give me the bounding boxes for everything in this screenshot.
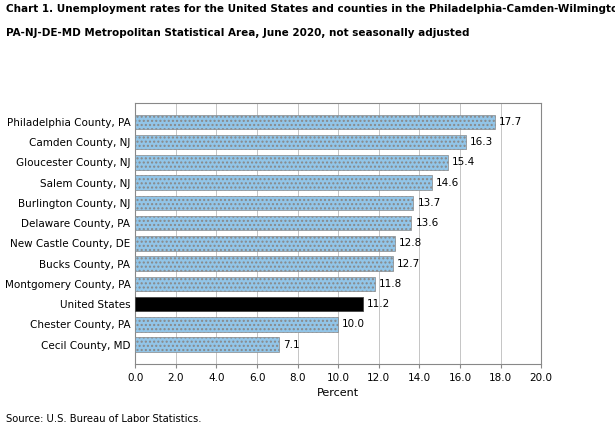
Bar xyxy=(135,196,413,210)
Text: Source: U.S. Bureau of Labor Statistics.: Source: U.S. Bureau of Labor Statistics. xyxy=(6,414,202,424)
Text: 12.7: 12.7 xyxy=(397,259,421,269)
Bar xyxy=(135,337,279,352)
Bar xyxy=(135,115,494,129)
Bar xyxy=(135,155,448,169)
Bar xyxy=(135,135,466,149)
Text: 13.6: 13.6 xyxy=(415,218,438,228)
Bar xyxy=(135,276,375,291)
Bar xyxy=(135,256,393,271)
Text: 16.3: 16.3 xyxy=(470,137,493,147)
Bar xyxy=(135,297,363,312)
Bar xyxy=(135,216,411,230)
X-axis label: Percent: Percent xyxy=(317,388,359,398)
Text: 17.7: 17.7 xyxy=(499,117,522,127)
Text: 14.6: 14.6 xyxy=(435,178,459,187)
Text: 13.7: 13.7 xyxy=(418,198,441,208)
Text: PA-NJ-DE-MD Metropolitan Statistical Area, June 2020, not seasonally adjusted: PA-NJ-DE-MD Metropolitan Statistical Are… xyxy=(6,28,470,38)
Text: 11.2: 11.2 xyxy=(367,299,390,309)
Bar xyxy=(135,317,338,332)
Bar xyxy=(135,236,395,251)
Text: Chart 1. Unemployment rates for the United States and counties in the Philadelph: Chart 1. Unemployment rates for the Unit… xyxy=(6,4,615,14)
Text: 11.8: 11.8 xyxy=(379,279,402,289)
Text: 12.8: 12.8 xyxy=(399,238,423,248)
Text: 10.0: 10.0 xyxy=(343,319,365,330)
Text: 15.4: 15.4 xyxy=(452,158,475,167)
Text: 7.1: 7.1 xyxy=(284,340,300,350)
Bar xyxy=(135,175,432,190)
